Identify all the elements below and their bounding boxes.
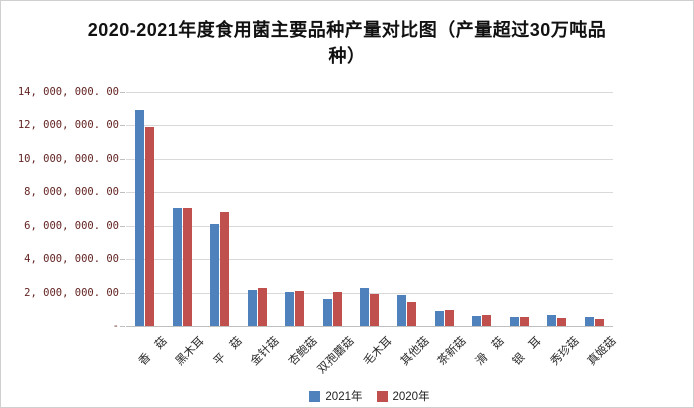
- bar-group-0: [126, 92, 163, 326]
- y-tick-label: -: [112, 320, 119, 332]
- legend-item-2020年: 2020年: [376, 388, 430, 404]
- gridline: [126, 293, 613, 294]
- bar-2020年-平 菇: [220, 212, 230, 326]
- bar-2020年-黑木耳: [182, 208, 192, 326]
- x-axis: 香 菇黑木耳平 菇金针菇 杏鲍菇 双孢蘑菇 毛木耳 其他菇 茶新菇滑 菇银 耳秀珍菇 真姬菇: [126, 331, 618, 383]
- gridline: [126, 92, 613, 93]
- y-axis: 14, 000, 000. 00 12, 000, 000. 00 10, 000,…: [9, 86, 119, 332]
- bar-group-2: [201, 92, 238, 326]
- bar-2020年-茶新菇: [444, 310, 454, 326]
- y-tick-label: 8, 000, 000. 00: [24, 186, 119, 198]
- legend-swatch-icon: [309, 390, 321, 402]
- bar-2020年-杏鲍菇: [295, 291, 305, 326]
- bar-2020年-银 耳: [519, 317, 529, 326]
- gridline: [126, 159, 613, 160]
- y-tick-mark: [120, 159, 125, 160]
- bar-2020年-其他菇: [407, 302, 417, 326]
- chart-title: 2020-2021年度食用菌主要品种产量对比图（产量超过30万吨品种）: [87, 20, 607, 67]
- y-tick-mark: [120, 192, 125, 193]
- legend-label: 2021年: [325, 391, 363, 403]
- bar-2021年-银 耳: [509, 317, 519, 326]
- y-tick-mark: [120, 92, 125, 93]
- y-tick-mark: [120, 326, 125, 327]
- y-tick-mark: [120, 125, 125, 126]
- bar-2020年-毛木耳: [369, 294, 379, 326]
- y-tick-label: 12, 000, 000. 00: [17, 119, 119, 131]
- bar-2021年-双孢蘑菇: [322, 299, 332, 326]
- bar-group-1: [163, 92, 200, 326]
- gridline: [126, 226, 613, 227]
- bar-group-5: [313, 92, 350, 326]
- bar-2021年-滑 菇: [472, 316, 482, 326]
- bar-2021年-茶新菇: [434, 311, 444, 326]
- bar-2021年-秀珍菇: [547, 315, 557, 326]
- bar-2020年-金针菇: [257, 288, 267, 326]
- legend-swatch-icon: [376, 390, 388, 402]
- gridline: [126, 125, 613, 126]
- y-tick-label: 6, 000, 000. 00: [24, 220, 119, 232]
- bar-2021年-真姬菇: [584, 317, 594, 326]
- bar-group-4: [276, 92, 313, 326]
- y-tick-label: 2, 000, 000. 00: [24, 287, 119, 299]
- gridline: [126, 259, 613, 260]
- bar-2021年-平 菇: [210, 224, 220, 326]
- bar-2021年-其他菇: [397, 295, 407, 326]
- bar-2021年-黑木耳: [172, 208, 182, 326]
- bar-2020年-秀珍菇: [557, 318, 567, 326]
- legend-item-2021年: 2021年: [309, 388, 363, 404]
- y-tick-mark: [120, 226, 125, 227]
- bar-group-7: [388, 92, 425, 326]
- y-tick-label: 4, 000, 000. 00: [24, 253, 119, 265]
- bar-2020年-双孢蘑菇: [332, 292, 342, 326]
- bar-group-11: [538, 92, 575, 326]
- y-tick-label: 14, 000, 000. 00: [17, 86, 119, 98]
- y-tick-label: 10, 000, 000. 00: [17, 153, 119, 165]
- bar-group-3: [238, 92, 275, 326]
- bar-2021年-金针菇: [247, 290, 257, 326]
- plot-area: [120, 92, 613, 327]
- bar-group-9: [463, 92, 500, 326]
- bar-2021年-毛木耳: [359, 288, 369, 326]
- bar-group-8: [426, 92, 463, 326]
- legend: 2021年 2020年: [126, 388, 613, 404]
- bar-group-10: [501, 92, 538, 326]
- bar-2020年-真姬菇: [594, 319, 604, 326]
- x-axis-line: [126, 326, 613, 327]
- y-tick-mark: [120, 259, 125, 260]
- bar-2020年-香 菇: [145, 127, 155, 326]
- bar-2021年-香 菇: [135, 110, 145, 326]
- bar-2021年-杏鲍菇: [285, 292, 295, 326]
- y-tick-mark: [120, 293, 125, 294]
- legend-label: 2020年: [392, 391, 430, 403]
- bar-group-12: [576, 92, 613, 326]
- gridline: [126, 192, 613, 193]
- bar-2020年-滑 菇: [482, 315, 492, 326]
- bar-group-6: [351, 92, 388, 326]
